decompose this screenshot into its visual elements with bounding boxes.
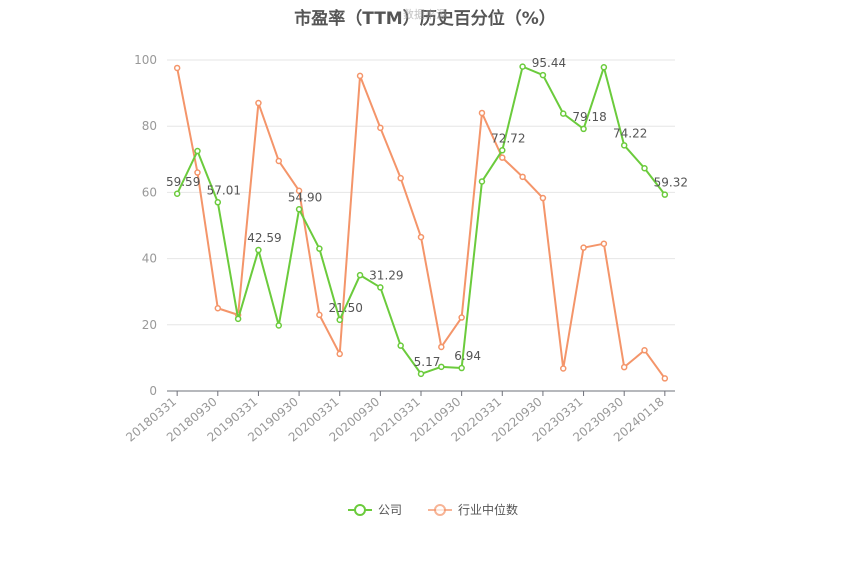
legend-item-0[interactable]: 公司 [348,503,402,517]
series-0-point[interactable] [194,147,201,155]
series-0-data-label: 6.94 [454,349,481,363]
series-0-point[interactable] [620,142,628,149]
y-tick-label: 80 [142,119,157,133]
series-0-data-label: 31.29 [369,268,403,282]
series-1-point[interactable] [559,365,567,372]
series-1-point[interactable] [316,311,323,319]
series-0-point[interactable] [275,322,283,329]
y-tick-label: 20 [142,318,157,332]
legend-label: 行业中位数 [458,502,518,517]
series-1-point[interactable] [539,194,547,202]
series-0-data-label: 21.50 [329,301,363,315]
series-1-point[interactable] [417,233,425,241]
series-0-point[interactable] [316,245,323,252]
series-1-point[interactable] [214,305,222,312]
series-0-point[interactable] [458,364,465,372]
series-0-point[interactable] [255,246,262,254]
series-1-point[interactable] [255,99,262,107]
legend-label: 公司 [378,503,402,517]
series-1-point[interactable] [295,187,303,194]
series-1-point[interactable] [641,347,648,354]
series-0-point[interactable] [580,125,587,133]
series-0-point[interactable] [377,284,384,291]
series-0-data-label: 5.17 [414,355,441,369]
series-1-point[interactable] [397,174,404,182]
legend-item-1[interactable]: 行业中位数 [428,502,518,517]
series-0-data-label: 42.59 [247,231,281,245]
series-0-data-label: 57.01 [207,183,241,197]
series-1-point[interactable] [458,314,465,321]
series-0-point[interactable] [214,199,222,206]
series-1-point[interactable] [600,240,608,247]
series-0-point[interactable] [641,164,648,172]
series-1-point[interactable] [661,375,669,382]
y-tick-label: 60 [142,185,157,199]
series-0-point[interactable] [519,63,526,70]
series-0-data-label: 79.18 [572,110,606,124]
series-1-point[interactable] [336,350,343,358]
series-1-point[interactable] [438,343,445,351]
chart-title: 市盈率（TTM）历史百分位（%） [294,9,556,29]
y-tick-label: 0 [149,384,157,398]
series-1-point[interactable] [173,64,181,72]
series-1-point[interactable] [580,244,587,251]
series-1-point[interactable] [194,169,201,176]
series-0-data-label: 74.22 [613,126,647,140]
series-0-point[interactable] [478,178,486,185]
series-0-point[interactable] [600,64,608,71]
series-0-point[interactable] [173,190,181,198]
y-tick-label: 40 [142,252,157,266]
series-0-point[interactable] [438,363,445,371]
series-1-point[interactable] [499,154,506,161]
series-0-point[interactable] [356,271,364,279]
series-0-point[interactable] [295,206,303,213]
series-1-point[interactable] [478,109,486,117]
series-0-point[interactable] [499,147,506,154]
legend-swatch-marker [354,504,366,516]
series-1-point[interactable] [356,72,364,80]
series-0-point[interactable] [336,316,343,324]
series-0-point[interactable] [661,191,669,198]
series-0-point[interactable] [539,71,547,79]
series-0-point[interactable] [397,342,404,349]
series-0-data-label: 54.90 [288,190,322,204]
series-0-data-label: 59.32 [654,176,688,190]
series-1-point[interactable] [275,157,283,165]
y-tick-label: 100 [134,53,157,67]
series-0-point[interactable] [559,110,567,117]
chart-watermark: 数据来源 [403,8,447,21]
series-1-point[interactable] [519,173,526,181]
series-1-point[interactable] [620,363,628,371]
series-0-data-label: 72.72 [491,131,525,145]
series-1-point[interactable] [377,124,384,132]
series-0-point[interactable] [234,315,242,323]
series-0-point[interactable] [417,370,425,378]
legend-swatch-marker [434,504,446,516]
series-0-data-label: 95.44 [532,56,566,70]
series-0-data-label: 59.59 [166,175,200,189]
